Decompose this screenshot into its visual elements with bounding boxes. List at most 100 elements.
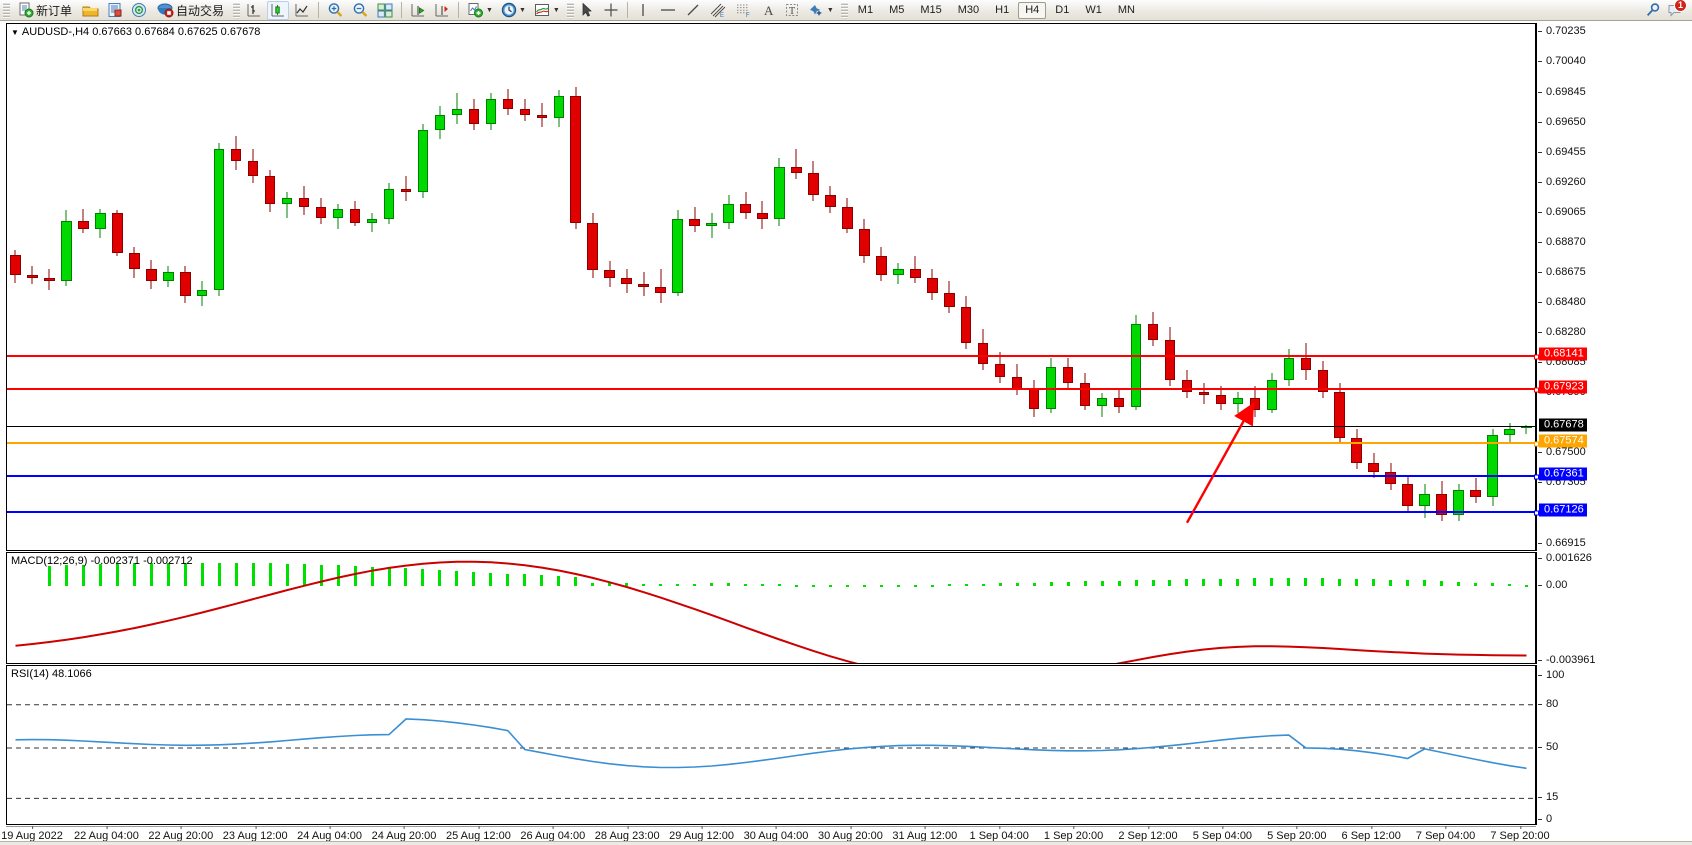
candle bbox=[1232, 391, 1244, 414]
toolbar-grip-3[interactable] bbox=[566, 1, 574, 19]
line-handle[interactable] bbox=[1534, 354, 1539, 360]
candle bbox=[1130, 314, 1142, 411]
candle-body bbox=[689, 219, 700, 226]
indicators-button[interactable]: ▼ bbox=[464, 1, 496, 20]
time-axis[interactable]: 19 Aug 2022 22 Aug 04:00 22 Aug 20:00 23 Au… bbox=[1, 826, 1550, 845]
macd-bar bbox=[1389, 579, 1393, 586]
toolbar-right-group: 1 bbox=[1641, 0, 1692, 20]
collapse-arrow-icon[interactable]: ▼ bbox=[11, 28, 19, 37]
indicators-caret[interactable]: ▼ bbox=[486, 6, 493, 14]
crosshair-icon bbox=[604, 3, 618, 17]
chart-area[interactable]: ▼ AUDUSD-,H4 0.67663 0.67684 0.67625 0.67… bbox=[0, 21, 1692, 845]
chart-shift-button[interactable] bbox=[407, 1, 429, 20]
auto-scroll-icon bbox=[435, 4, 449, 17]
timeframe-m5[interactable]: M5 bbox=[889, 4, 905, 16]
trendline-button[interactable] bbox=[682, 1, 704, 20]
resistance-2-line[interactable] bbox=[7, 387, 1539, 393]
candle-body bbox=[1164, 339, 1176, 380]
candle bbox=[893, 262, 904, 285]
rsi-pane[interactable]: RSI(14) 48.1066 bbox=[6, 665, 1536, 825]
timeframe-m1[interactable]: M1 bbox=[857, 4, 874, 16]
candle-body bbox=[10, 254, 21, 275]
tile-windows-button[interactable] bbox=[374, 1, 396, 20]
auto-scroll-button[interactable] bbox=[431, 1, 453, 20]
bar-chart-button[interactable] bbox=[243, 1, 265, 20]
pivot-line-line[interactable] bbox=[7, 441, 1539, 447]
macd-bar bbox=[336, 565, 340, 586]
candlestick-chart-button[interactable] bbox=[267, 0, 290, 20]
line-chart-button[interactable] bbox=[291, 1, 313, 20]
periods-button[interactable]: ▼ bbox=[498, 1, 529, 20]
candle-body bbox=[1062, 367, 1074, 383]
timeframe-h1[interactable]: H1 bbox=[995, 4, 1010, 16]
resistance-1-line[interactable] bbox=[7, 354, 1539, 360]
timeframe-mn[interactable]: MN bbox=[1117, 4, 1135, 16]
candle-body bbox=[332, 208, 344, 218]
auto-trading-button[interactable]: 自动交易 bbox=[152, 1, 229, 20]
new-order-button[interactable]: 新订单 bbox=[13, 1, 77, 20]
candle-body bbox=[1096, 398, 1108, 406]
resistance-2-tag[interactable]: 0.67923 bbox=[1539, 380, 1587, 394]
crosshair-button[interactable] bbox=[600, 1, 622, 20]
line-handle[interactable] bbox=[1534, 387, 1539, 393]
horizontal-line-button[interactable] bbox=[656, 1, 680, 20]
line-handle[interactable] bbox=[1534, 510, 1539, 516]
current-price-line[interactable] bbox=[7, 426, 1535, 428]
price-tick: 0.69845 bbox=[1537, 86, 1586, 98]
macd-bar bbox=[81, 564, 85, 586]
line-handle[interactable] bbox=[1534, 441, 1539, 447]
support-2-tag[interactable]: 0.67126 bbox=[1539, 503, 1587, 517]
search-button[interactable] bbox=[1642, 1, 1664, 20]
price-pane[interactable]: ▼ AUDUSD-,H4 0.67663 0.67684 0.67625 0.67… bbox=[6, 23, 1539, 551]
toolbar-grip-4[interactable] bbox=[840, 1, 848, 19]
toolbar-grip[interactable] bbox=[3, 1, 10, 19]
resistance-1-tag[interactable]: 0.68141 bbox=[1539, 347, 1587, 361]
candle bbox=[757, 201, 768, 229]
macd-bar bbox=[998, 583, 1002, 586]
candle-body bbox=[434, 114, 446, 131]
macd-bar bbox=[879, 584, 883, 587]
timeframe-m30[interactable]: M30 bbox=[957, 4, 980, 16]
candle-body bbox=[129, 253, 140, 269]
toolbar-grip-2[interactable] bbox=[233, 1, 241, 19]
candle-wick bbox=[711, 213, 713, 238]
line-chart-icon bbox=[295, 4, 309, 17]
price-axis[interactable]: 0.70235 0.70040 0.69845 0.69650 0.69455 0.692… bbox=[1536, 23, 1692, 551]
fibonacci-button[interactable]: F bbox=[732, 1, 756, 20]
text-label-button[interactable]: T bbox=[781, 1, 803, 20]
zoom-out-button[interactable] bbox=[349, 1, 372, 20]
templates-button[interactable]: ▼ bbox=[531, 1, 563, 20]
support-1-line[interactable] bbox=[7, 474, 1539, 480]
timeframe-d1[interactable]: D1 bbox=[1055, 4, 1070, 16]
data-window-icon bbox=[108, 3, 122, 17]
support-1-tag[interactable]: 0.67361 bbox=[1539, 467, 1587, 481]
pivot-line-tag[interactable]: 0.67574 bbox=[1539, 434, 1587, 448]
timeframe-m15[interactable]: M15 bbox=[920, 4, 942, 16]
svg-text:T: T bbox=[789, 6, 795, 17]
support-2-line[interactable] bbox=[7, 510, 1539, 516]
shapes-caret[interactable]: ▼ bbox=[826, 6, 834, 14]
candle-body bbox=[944, 293, 955, 308]
data-window-button[interactable] bbox=[104, 1, 126, 20]
shapes-button[interactable]: ▼ bbox=[805, 1, 837, 20]
equidistant-channel-button[interactable]: E bbox=[706, 1, 730, 20]
notification-button[interactable]: 1 bbox=[1665, 0, 1687, 20]
macd-bar bbox=[1525, 585, 1528, 588]
candle-body bbox=[1232, 398, 1244, 405]
templates-caret[interactable]: ▼ bbox=[552, 6, 560, 14]
candle bbox=[230, 136, 242, 171]
terminal-button[interactable] bbox=[79, 1, 102, 20]
navigator-button[interactable] bbox=[128, 1, 150, 20]
periods-caret[interactable]: ▼ bbox=[518, 6, 526, 14]
macd-bar bbox=[421, 569, 425, 586]
text-button[interactable]: A bbox=[758, 1, 779, 20]
candle bbox=[1198, 382, 1210, 405]
macd-pane[interactable]: MACD(12;26,9) -0.002371 -0.002712 bbox=[6, 552, 1536, 664]
timeframe-h4[interactable]: H4 bbox=[1018, 1, 1047, 19]
timeframe-w1[interactable]: W1 bbox=[1085, 4, 1102, 16]
current-price-tag[interactable]: 0.67678 bbox=[1539, 418, 1587, 432]
line-handle[interactable] bbox=[1534, 474, 1539, 480]
zoom-in-button[interactable] bbox=[324, 1, 347, 20]
vertical-line-button[interactable] bbox=[633, 1, 654, 20]
cursor-button[interactable] bbox=[577, 1, 598, 20]
